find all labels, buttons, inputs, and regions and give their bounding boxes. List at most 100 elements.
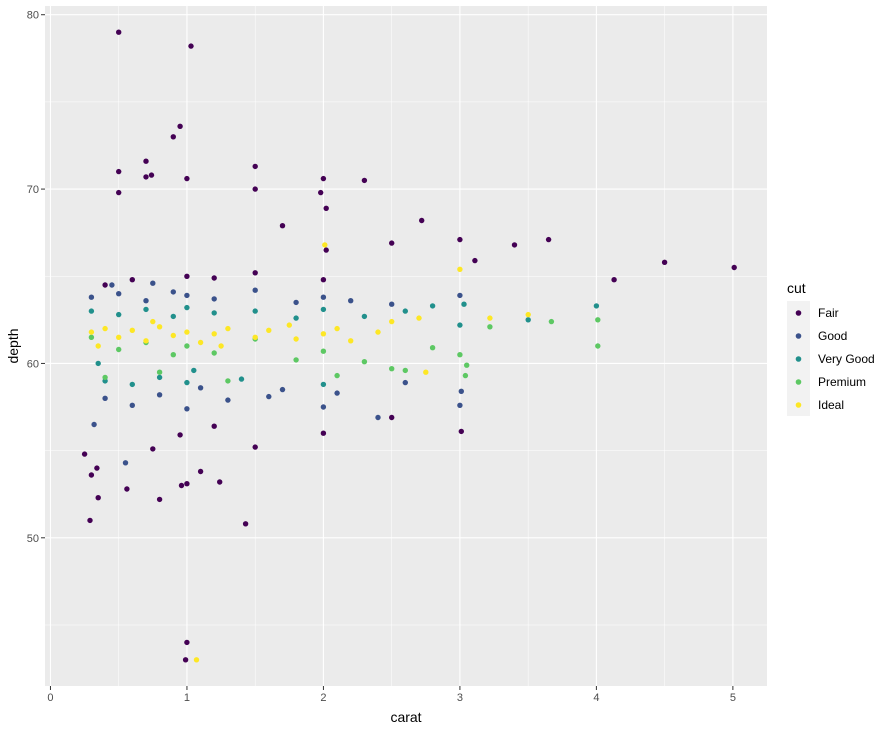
- data-point: [293, 299, 299, 306]
- data-point: [320, 331, 327, 337]
- y-tick-label: 60: [27, 358, 39, 370]
- data-point: [458, 388, 464, 394]
- data-point: [129, 402, 135, 408]
- data-point: [322, 242, 328, 248]
- data-point: [95, 495, 101, 501]
- data-point: [320, 277, 327, 283]
- data-point: [184, 481, 190, 487]
- data-point: [87, 517, 93, 524]
- data-point: [487, 315, 493, 321]
- data-point: [252, 308, 258, 314]
- data-point: [170, 313, 176, 320]
- data-point: [102, 325, 108, 332]
- data-point: [88, 334, 95, 340]
- data-point: [548, 318, 555, 325]
- data-point: [129, 327, 135, 333]
- data-point: [266, 327, 272, 333]
- x-tick-label: 1: [184, 692, 190, 704]
- data-point: [191, 367, 197, 374]
- data-point: [225, 397, 231, 403]
- data-point: [320, 306, 327, 313]
- x-tick-label: 2: [320, 692, 326, 704]
- data-point: [88, 472, 95, 478]
- data-point: [389, 414, 395, 421]
- data-point: [116, 29, 122, 35]
- data-point: [595, 343, 601, 349]
- data-point: [102, 395, 108, 401]
- data-point: [143, 338, 149, 344]
- y-axis-ticks: 50 60 70 80: [27, 10, 45, 545]
- data-point: [177, 123, 183, 129]
- data-point: [184, 329, 190, 335]
- plot-panel: [45, 6, 767, 686]
- data-point: [252, 287, 258, 293]
- data-point: [156, 374, 163, 381]
- data-point: [88, 294, 95, 300]
- legend-label: Good: [818, 329, 847, 343]
- data-point: [143, 298, 149, 304]
- data-point: [661, 259, 668, 265]
- data-point: [156, 369, 163, 375]
- y-axis-title: depth: [5, 328, 21, 363]
- data-point: [458, 428, 464, 435]
- data-point: [184, 379, 190, 386]
- data-point: [197, 468, 204, 475]
- data-point: [91, 421, 97, 428]
- legend-key: [795, 402, 802, 408]
- data-point: [177, 432, 183, 438]
- data-point: [348, 338, 354, 344]
- series-ideal: [88, 242, 531, 663]
- data-point: [252, 163, 258, 170]
- legend-key: [795, 333, 802, 339]
- data-point: [402, 308, 408, 314]
- x-tick-label: 0: [47, 692, 53, 704]
- data-point: [150, 318, 156, 325]
- legend-label: Premium: [818, 375, 866, 389]
- data-point: [361, 313, 368, 320]
- data-point: [143, 158, 149, 164]
- data-point: [348, 298, 354, 304]
- data-point: [279, 386, 286, 393]
- data-point: [731, 264, 737, 271]
- data-point: [457, 236, 463, 243]
- legend: cut Fair Good Very Good Premium Ideal: [787, 280, 875, 416]
- data-point: [286, 322, 292, 328]
- data-point: [184, 406, 190, 412]
- legend-key: [795, 379, 802, 385]
- data-point: [320, 381, 327, 388]
- data-point: [238, 376, 245, 382]
- data-point: [611, 277, 617, 283]
- data-point: [218, 343, 224, 349]
- legend-entries: Fair Good Very Good Premium Ideal: [795, 306, 875, 412]
- data-point: [156, 392, 163, 398]
- data-point: [143, 174, 149, 180]
- data-point: [320, 404, 327, 410]
- y-tick-label: 50: [27, 533, 39, 545]
- data-point: [95, 343, 101, 349]
- data-point: [211, 423, 217, 429]
- data-point: [457, 266, 463, 272]
- data-point: [464, 362, 470, 368]
- data-point: [423, 369, 429, 375]
- data-point: [320, 294, 327, 300]
- data-point: [252, 270, 258, 276]
- data-point: [545, 236, 552, 243]
- legend-label: Very Good: [818, 352, 875, 366]
- data-point: [148, 172, 155, 178]
- data-point: [242, 521, 249, 527]
- data-point: [116, 168, 122, 175]
- data-point: [116, 311, 122, 318]
- data-point: [252, 334, 258, 340]
- data-point: [375, 329, 381, 335]
- data-point: [320, 175, 327, 182]
- data-point: [525, 317, 531, 323]
- data-point: [170, 289, 176, 295]
- data-point: [320, 348, 327, 354]
- data-point: [109, 282, 115, 288]
- data-point: [217, 479, 223, 485]
- data-point: [293, 315, 299, 321]
- data-point: [211, 275, 217, 281]
- data-point: [116, 189, 122, 196]
- data-point: [88, 329, 95, 335]
- x-tick-label: 5: [730, 692, 736, 704]
